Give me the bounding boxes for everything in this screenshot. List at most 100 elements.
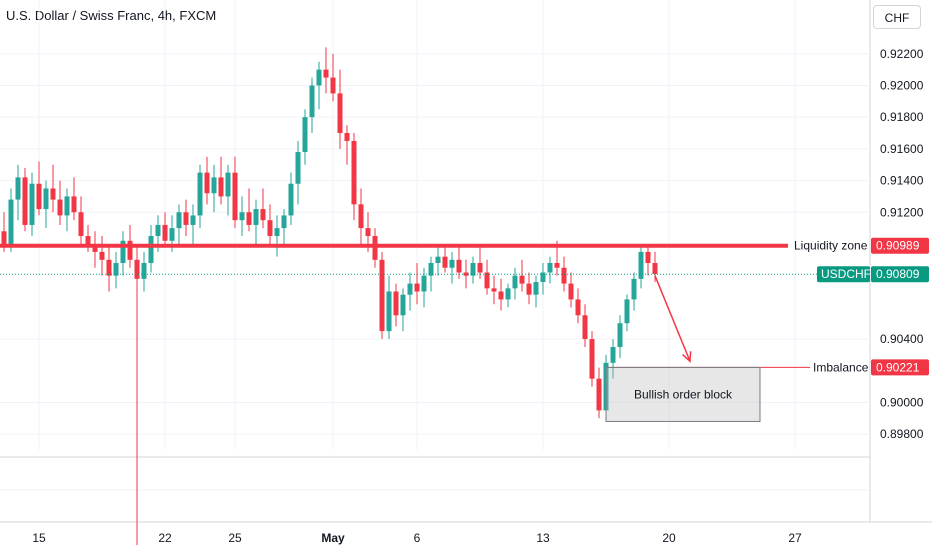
candle-body <box>204 172 210 194</box>
candle-body <box>218 177 224 197</box>
y-tick-label: 0.92000 <box>880 78 924 92</box>
arrow-head <box>682 351 692 363</box>
candle <box>330 53 336 102</box>
candle <box>498 278 504 311</box>
candle <box>617 315 623 359</box>
candle-body <box>407 283 413 295</box>
candle <box>267 204 273 248</box>
candle-body <box>561 267 567 284</box>
candle <box>407 272 413 311</box>
candle <box>190 204 196 244</box>
candle-body <box>330 77 336 94</box>
candle-body <box>29 183 35 225</box>
candle-body <box>232 172 238 221</box>
candle-body <box>449 259 455 268</box>
candle-body <box>484 272 490 289</box>
candle <box>50 164 56 213</box>
candle <box>547 256 553 284</box>
candle-body <box>344 133 350 141</box>
candle <box>512 267 518 300</box>
candle-body <box>78 212 84 237</box>
order-block-box <box>605 366 761 422</box>
candle-body <box>547 262 553 273</box>
candle <box>316 61 322 110</box>
candle <box>596 367 602 419</box>
candle-body <box>169 228 175 241</box>
candle <box>645 243 651 276</box>
candle <box>22 167 28 232</box>
symbol-tag-text: USDCHF <box>821 267 871 281</box>
candle <box>386 275 392 340</box>
level-label: Liquidity zone <box>794 239 868 253</box>
candle <box>197 164 203 229</box>
candle <box>232 156 238 229</box>
candle <box>85 224 91 252</box>
candle-body <box>148 236 154 263</box>
candle-body <box>246 212 252 225</box>
candle <box>323 47 329 94</box>
candle-body <box>22 177 28 225</box>
x-tick-label: 25 <box>228 531 242 545</box>
candle <box>638 243 644 289</box>
candle-body <box>386 291 392 332</box>
candle <box>533 275 539 308</box>
candle-body <box>127 240 133 260</box>
candle <box>239 196 245 237</box>
candle-body <box>435 256 441 263</box>
candle-body <box>568 283 574 300</box>
candle-body <box>274 228 280 237</box>
candle <box>589 331 595 387</box>
candle <box>631 272 637 311</box>
y-tick-label: 0.92200 <box>880 47 924 61</box>
candle-body <box>575 299 581 316</box>
candle-body <box>323 69 329 78</box>
candle <box>400 288 406 332</box>
candle <box>29 172 35 237</box>
x-tick-label: 6 <box>414 531 421 545</box>
candle-body <box>295 152 301 184</box>
candle <box>134 247 140 546</box>
candle-body <box>1 231 7 244</box>
y-tick-label: 0.90000 <box>880 395 924 409</box>
candle <box>337 69 343 149</box>
candle <box>470 256 476 284</box>
candle-body <box>526 283 532 295</box>
candle <box>393 283 399 327</box>
candle <box>624 294 630 332</box>
y-tick-label: 0.90400 <box>880 332 924 346</box>
currency-selector[interactable]: CHF <box>873 5 921 29</box>
candle-body <box>470 262 476 276</box>
candle <box>204 156 210 205</box>
x-tick-label: 22 <box>158 531 172 545</box>
candle-body <box>491 288 497 292</box>
candle <box>519 259 525 292</box>
x-tick-label: May <box>321 531 345 545</box>
candle <box>442 243 448 273</box>
candle <box>8 188 14 252</box>
candle-body <box>421 275 427 292</box>
candle-body <box>57 199 63 216</box>
candle <box>575 288 581 324</box>
candle <box>120 231 126 276</box>
level-price-text: 0.90989 <box>876 239 920 253</box>
candle <box>113 251 119 289</box>
candle-body <box>253 209 259 225</box>
level-price-text: 0.90221 <box>876 360 920 374</box>
candle-body <box>183 212 189 225</box>
candle-body <box>645 251 651 263</box>
current-price-text: 0.90809 <box>876 267 920 281</box>
level-price-tag <box>871 359 929 376</box>
candle-body <box>155 224 161 237</box>
candle-body <box>400 294 406 316</box>
candle-body <box>631 278 637 300</box>
candle-body <box>610 346 616 363</box>
candle <box>477 243 483 279</box>
price-axis: 0.92200 0.92000 0.91800 0.91600 0.91400 0.912… <box>880 47 924 441</box>
candle-body <box>71 196 77 213</box>
candle-body <box>589 339 595 379</box>
candle <box>281 209 287 244</box>
candle <box>449 251 455 284</box>
candle-body <box>302 117 308 153</box>
candle-body <box>120 240 126 263</box>
